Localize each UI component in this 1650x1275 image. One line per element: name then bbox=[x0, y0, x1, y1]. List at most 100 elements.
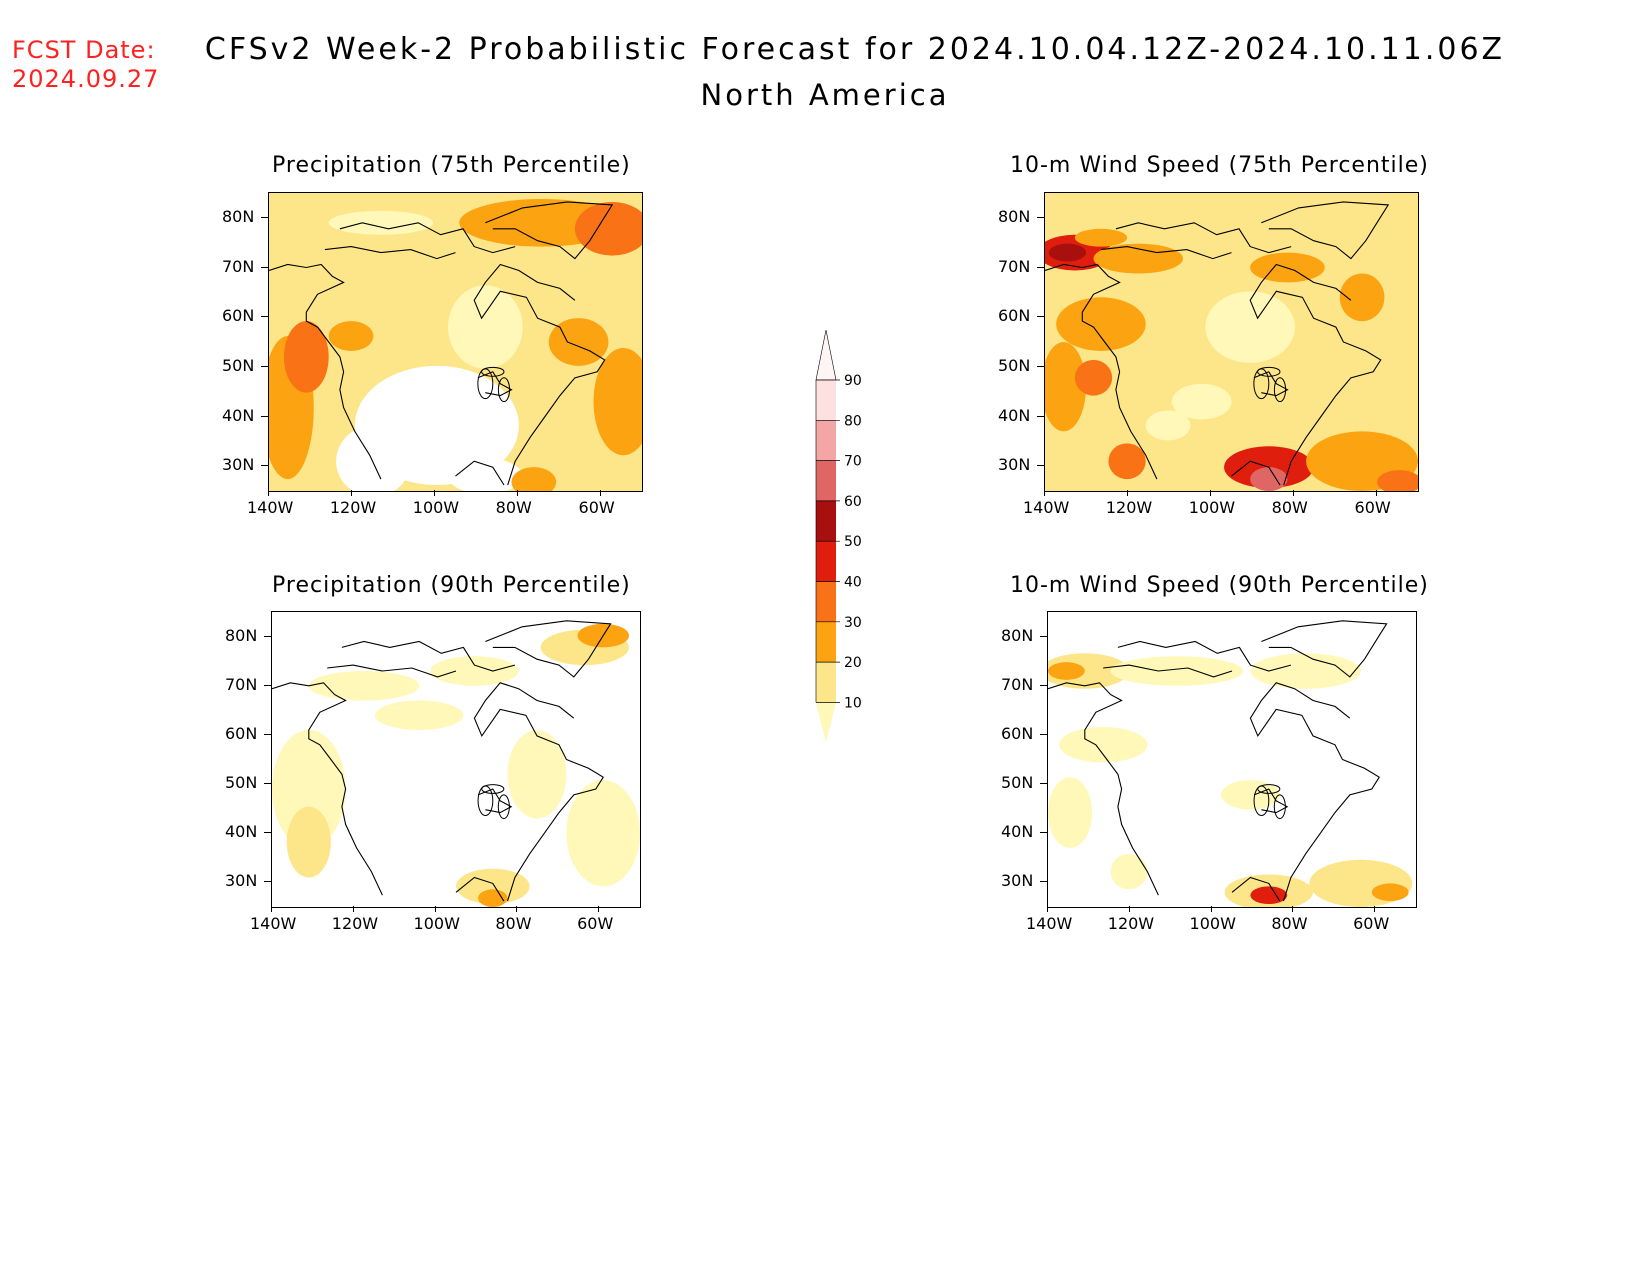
probability-contour bbox=[308, 671, 420, 701]
lon-tick-label: 140W bbox=[247, 498, 294, 517]
probability-contour bbox=[1093, 243, 1184, 274]
coastline bbox=[1045, 263, 1158, 480]
lat-tick-label: 30N bbox=[225, 871, 258, 891]
colorbar-label: 80 bbox=[844, 413, 862, 429]
lat-tick-label: 60N bbox=[225, 723, 258, 743]
colorbar-label: 40 bbox=[844, 575, 862, 591]
probability-contour bbox=[507, 730, 567, 819]
colorbar-label: 70 bbox=[844, 454, 862, 470]
lat-tick-mark bbox=[1037, 316, 1044, 318]
colorbar-segment bbox=[816, 460, 836, 501]
lat-tick-mark bbox=[261, 316, 268, 318]
lake-outline bbox=[1273, 794, 1286, 819]
lat-tick-mark bbox=[1037, 415, 1044, 417]
lon-tick-label: 60W bbox=[578, 498, 615, 517]
colorbar-segment bbox=[816, 380, 836, 421]
map-canvas bbox=[1045, 193, 1418, 491]
colorbar-label: 90 bbox=[844, 373, 862, 389]
lon-tick-mark bbox=[599, 490, 601, 496]
lat-tick-label: 60N bbox=[222, 306, 255, 326]
lat-tick-mark bbox=[1040, 832, 1047, 834]
lat-tick-mark bbox=[264, 881, 271, 883]
probability-contour bbox=[1376, 470, 1418, 491]
map-canvas bbox=[269, 193, 642, 491]
probability-contour bbox=[1371, 883, 1409, 902]
lon-tick-mark bbox=[1047, 906, 1048, 912]
lake-outline bbox=[1273, 377, 1287, 403]
lon-tick-mark bbox=[1375, 490, 1377, 496]
colorbar-segment bbox=[816, 581, 836, 622]
lat-tick-label: 60N bbox=[998, 306, 1031, 326]
lat-tick-label: 70N bbox=[225, 674, 258, 694]
probability-contour bbox=[328, 321, 374, 351]
colorbar: 90 80 70 60 50 40 30 20 10 bbox=[815, 330, 862, 743]
lat-tick-label: 80N bbox=[998, 206, 1031, 226]
probability-contour bbox=[548, 318, 609, 366]
lon-tick-mark bbox=[1128, 906, 1130, 912]
lat-tick-mark bbox=[261, 216, 268, 218]
coastline bbox=[341, 640, 516, 672]
map-canvas bbox=[272, 612, 640, 907]
coastline bbox=[1249, 682, 1380, 902]
lat-tick-mark bbox=[1040, 635, 1047, 637]
lat-tick-label: 30N bbox=[998, 455, 1031, 475]
lon-tick-mark bbox=[350, 490, 352, 496]
probability-contour bbox=[1110, 853, 1148, 890]
lon-tick-label: 140W bbox=[1023, 498, 1070, 517]
fcst-date-block: FCST Date: 2024.09.27 bbox=[12, 36, 159, 94]
probability-contour bbox=[448, 285, 523, 369]
coastline bbox=[324, 246, 456, 260]
probability-contour bbox=[1048, 777, 1093, 848]
lon-tick-label: 80W bbox=[1271, 914, 1308, 933]
coastline bbox=[455, 876, 505, 902]
probability-contour bbox=[448, 458, 523, 491]
coastline bbox=[1261, 620, 1388, 678]
lat-tick-mark bbox=[1037, 465, 1044, 467]
lat-tick-mark bbox=[1040, 881, 1047, 883]
lon-tick-mark bbox=[1126, 490, 1128, 496]
probability-contour bbox=[272, 730, 346, 848]
probability-contour bbox=[430, 656, 519, 686]
lat-tick-mark bbox=[261, 365, 268, 367]
lat-tick-label: 30N bbox=[222, 455, 255, 475]
coastline bbox=[1249, 263, 1382, 486]
lat-tick-label: 40N bbox=[998, 405, 1031, 425]
colorbar-top-cap bbox=[815, 330, 837, 381]
lake-outline bbox=[481, 784, 505, 794]
probability-contour bbox=[336, 425, 411, 491]
lat-tick-mark bbox=[261, 266, 268, 268]
probability-contour bbox=[1250, 252, 1325, 283]
lat-tick-label: 40N bbox=[225, 822, 258, 842]
probability-contour bbox=[1048, 653, 1129, 689]
lat-tick-mark bbox=[1040, 783, 1047, 785]
lon-tick-mark bbox=[271, 906, 272, 912]
lon-tick-label: 100W bbox=[412, 498, 460, 517]
lat-tick-label: 50N bbox=[998, 355, 1031, 375]
lon-tick-mark bbox=[434, 906, 436, 912]
map-wind-90 bbox=[1047, 611, 1417, 908]
fcst-date-label: FCST Date: bbox=[12, 36, 156, 64]
coastline bbox=[339, 222, 516, 254]
lat-tick-label: 60N bbox=[1001, 723, 1034, 743]
lon-tick-label: 120W bbox=[1107, 914, 1155, 933]
probability-contour bbox=[1171, 383, 1232, 420]
probability-contour bbox=[1250, 653, 1361, 689]
lat-tick-mark bbox=[261, 465, 268, 467]
lat-tick-mark bbox=[264, 635, 271, 637]
lat-tick-mark bbox=[1040, 684, 1047, 686]
lon-tick-label: 120W bbox=[331, 914, 379, 933]
lat-tick-mark bbox=[1037, 365, 1044, 367]
probability-contour bbox=[1205, 291, 1295, 363]
lat-tick-mark bbox=[1040, 733, 1047, 735]
lat-tick-mark bbox=[264, 733, 271, 735]
lon-tick-mark bbox=[1374, 906, 1376, 912]
lat-tick-mark bbox=[1037, 266, 1044, 268]
lon-tick-label: 80W bbox=[495, 914, 532, 933]
panel-title: 10-m Wind Speed (75th Percentile) bbox=[1010, 153, 1429, 178]
lon-tick-label: 100W bbox=[413, 914, 460, 933]
coastline bbox=[1115, 222, 1292, 254]
colorbar-segment bbox=[816, 541, 836, 582]
coastline bbox=[473, 263, 606, 486]
lon-tick-label: 60W bbox=[577, 914, 614, 933]
map-precip-75 bbox=[268, 192, 643, 492]
